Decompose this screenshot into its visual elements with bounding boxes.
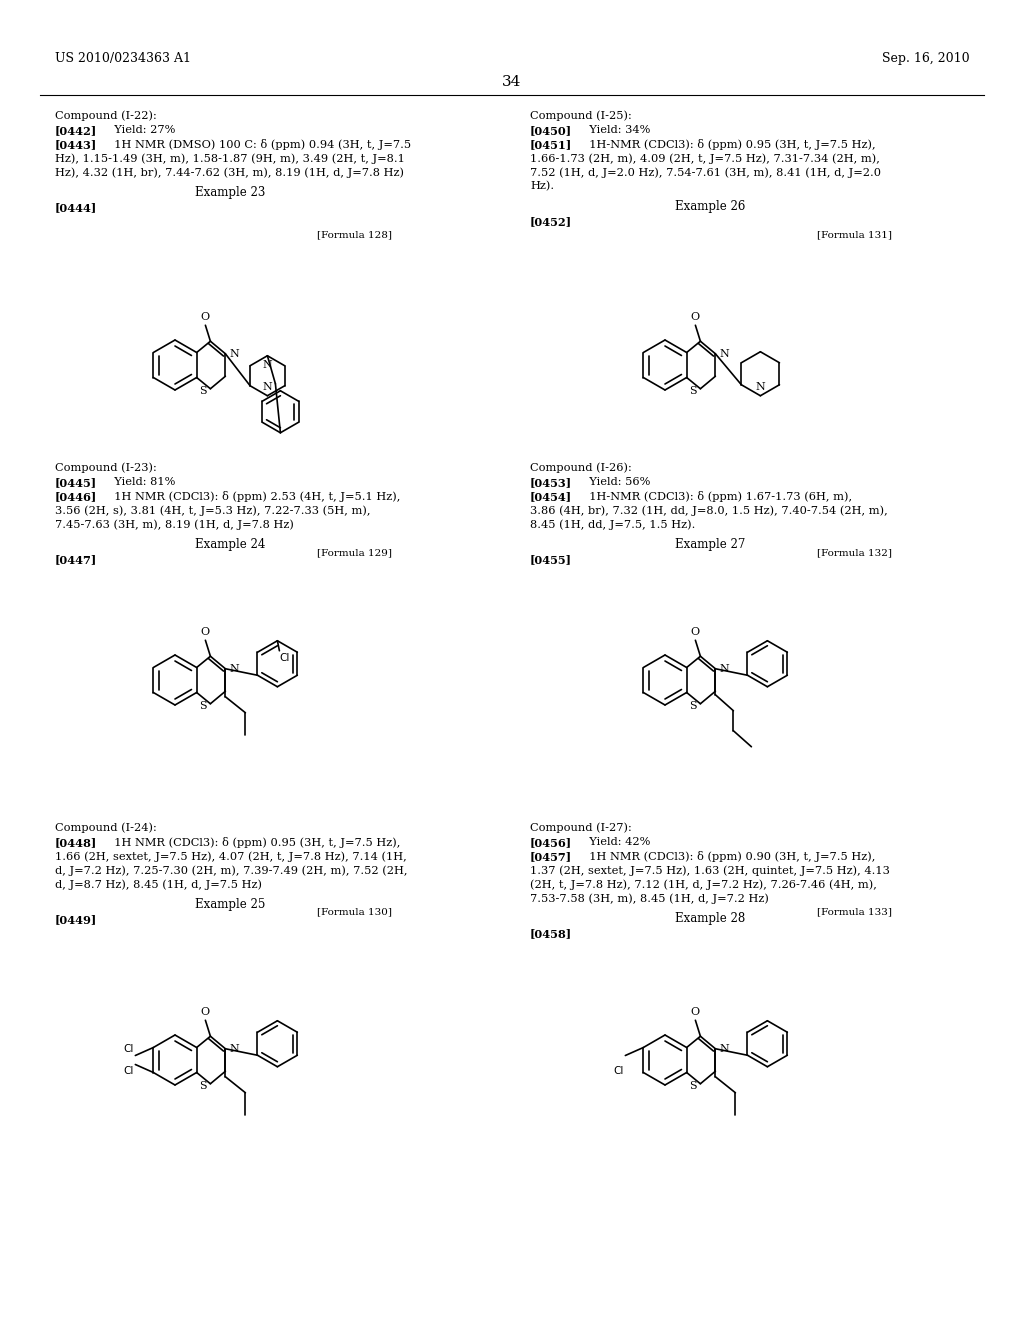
Text: N: N (229, 664, 240, 673)
Text: Sep. 16, 2010: Sep. 16, 2010 (883, 51, 970, 65)
Text: [Formula 132]: [Formula 132] (817, 548, 892, 557)
Text: [0443]: [0443] (55, 139, 97, 150)
Text: [Formula 131]: [Formula 131] (817, 230, 892, 239)
Text: [0451]: [0451] (530, 139, 572, 150)
Text: O: O (691, 627, 700, 638)
Text: Compound (I-24):: Compound (I-24): (55, 822, 157, 833)
Text: N: N (720, 664, 729, 673)
Text: [Formula 128]: [Formula 128] (317, 230, 392, 239)
Text: Example 27: Example 27 (675, 539, 745, 550)
Text: O: O (201, 1007, 210, 1018)
Text: O: O (201, 627, 210, 638)
Text: 1.66-1.73 (2H, m), 4.09 (2H, t, J=7.5 Hz), 7.31-7.34 (2H, m),: 1.66-1.73 (2H, m), 4.09 (2H, t, J=7.5 Hz… (530, 153, 880, 164)
Text: N: N (229, 348, 240, 359)
Text: 8.45 (1H, dd, J=7.5, 1.5 Hz).: 8.45 (1H, dd, J=7.5, 1.5 Hz). (530, 519, 695, 529)
Text: 1H NMR (CDCl3): δ (ppm) 2.53 (4H, t, J=5.1 Hz),: 1H NMR (CDCl3): δ (ppm) 2.53 (4H, t, J=5… (106, 491, 400, 502)
Text: S: S (199, 385, 207, 396)
Text: N: N (720, 348, 729, 359)
Text: S: S (199, 701, 207, 710)
Text: Compound (I-22):: Compound (I-22): (55, 110, 157, 120)
Text: 1.37 (2H, sextet, J=7.5 Hz), 1.63 (2H, quintet, J=7.5 Hz), 4.13: 1.37 (2H, sextet, J=7.5 Hz), 1.63 (2H, q… (530, 865, 890, 875)
Text: Example 24: Example 24 (195, 539, 265, 550)
Text: Compound (I-26):: Compound (I-26): (530, 462, 632, 473)
Text: Hz), 1.15-1.49 (3H, m), 1.58-1.87 (9H, m), 3.49 (2H, t, J=8.1: Hz), 1.15-1.49 (3H, m), 1.58-1.87 (9H, m… (55, 153, 404, 164)
Text: N: N (262, 381, 272, 392)
Text: Cl: Cl (123, 1065, 133, 1076)
Text: Hz), 4.32 (1H, br), 7.44-7.62 (3H, m), 8.19 (1H, d, J=7.8 Hz): Hz), 4.32 (1H, br), 7.44-7.62 (3H, m), 8… (55, 168, 404, 178)
Text: Compound (I-23):: Compound (I-23): (55, 462, 157, 473)
Text: N: N (720, 1044, 729, 1053)
Text: (2H, t, J=7.8 Hz), 7.12 (1H, d, J=7.2 Hz), 7.26-7.46 (4H, m),: (2H, t, J=7.8 Hz), 7.12 (1H, d, J=7.2 Hz… (530, 879, 877, 890)
Text: 7.52 (1H, d, J=2.0 Hz), 7.54-7.61 (3H, m), 8.41 (1H, d, J=2.0: 7.52 (1H, d, J=2.0 Hz), 7.54-7.61 (3H, m… (530, 168, 881, 178)
Text: Example 26: Example 26 (675, 201, 745, 213)
Text: [0457]: [0457] (530, 851, 572, 862)
Text: Yield: 34%: Yield: 34% (582, 125, 650, 135)
Text: S: S (689, 1081, 696, 1090)
Text: [0448]: [0448] (55, 837, 97, 847)
Text: Yield: 27%: Yield: 27% (106, 125, 175, 135)
Text: [0449]: [0449] (55, 913, 97, 925)
Text: Yield: 56%: Yield: 56% (582, 477, 650, 487)
Text: N: N (229, 1044, 240, 1053)
Text: O: O (691, 313, 700, 322)
Text: Yield: 42%: Yield: 42% (582, 837, 650, 847)
Text: [0455]: [0455] (530, 554, 572, 565)
Text: [0458]: [0458] (530, 928, 572, 939)
Text: N: N (262, 360, 272, 370)
Text: [Formula 133]: [Formula 133] (817, 907, 892, 916)
Text: [0452]: [0452] (530, 216, 572, 227)
Text: S: S (689, 701, 696, 710)
Text: Example 28: Example 28 (675, 912, 745, 925)
Text: Cl: Cl (123, 1044, 133, 1055)
Text: Cl: Cl (613, 1065, 624, 1076)
Text: [0453]: [0453] (530, 477, 572, 488)
Text: Hz).: Hz). (530, 181, 554, 191)
Text: US 2010/0234363 A1: US 2010/0234363 A1 (55, 51, 191, 65)
Text: [Formula 129]: [Formula 129] (317, 548, 392, 557)
Text: 7.45-7.63 (3H, m), 8.19 (1H, d, J=7.8 Hz): 7.45-7.63 (3H, m), 8.19 (1H, d, J=7.8 Hz… (55, 519, 294, 529)
Text: Yield: 81%: Yield: 81% (106, 477, 175, 487)
Text: [0447]: [0447] (55, 554, 97, 565)
Text: 1H NMR (DMSO) 100 C: δ (ppm) 0.94 (3H, t, J=7.5: 1H NMR (DMSO) 100 C: δ (ppm) 0.94 (3H, t… (106, 139, 411, 150)
Text: 1H-NMR (CDCl3): δ (ppm) 0.95 (3H, t, J=7.5 Hz),: 1H-NMR (CDCl3): δ (ppm) 0.95 (3H, t, J=7… (582, 139, 876, 150)
Text: 1H NMR (CDCl3): δ (ppm) 0.90 (3H, t, J=7.5 Hz),: 1H NMR (CDCl3): δ (ppm) 0.90 (3H, t, J=7… (582, 851, 876, 862)
Text: Example 23: Example 23 (195, 186, 265, 199)
Text: S: S (199, 1081, 207, 1090)
Text: 1H NMR (CDCl3): δ (ppm) 0.95 (3H, t, J=7.5 Hz),: 1H NMR (CDCl3): δ (ppm) 0.95 (3H, t, J=7… (106, 837, 400, 847)
Text: S: S (689, 385, 696, 396)
Text: Compound (I-27):: Compound (I-27): (530, 822, 632, 833)
Text: d, J=7.2 Hz), 7.25-7.30 (2H, m), 7.39-7.49 (2H, m), 7.52 (2H,: d, J=7.2 Hz), 7.25-7.30 (2H, m), 7.39-7.… (55, 865, 408, 875)
Text: [0445]: [0445] (55, 477, 97, 488)
Text: O: O (201, 313, 210, 322)
Text: Compound (I-25):: Compound (I-25): (530, 110, 632, 120)
Text: O: O (691, 1007, 700, 1018)
Text: 1.66 (2H, sextet, J=7.5 Hz), 4.07 (2H, t, J=7.8 Hz), 7.14 (1H,: 1.66 (2H, sextet, J=7.5 Hz), 4.07 (2H, t… (55, 851, 407, 862)
Text: [0444]: [0444] (55, 202, 97, 213)
Text: [Formula 130]: [Formula 130] (317, 907, 392, 916)
Text: 7.53-7.58 (3H, m), 8.45 (1H, d, J=7.2 Hz): 7.53-7.58 (3H, m), 8.45 (1H, d, J=7.2 Hz… (530, 894, 769, 904)
Text: 34: 34 (503, 75, 521, 88)
Text: [0456]: [0456] (530, 837, 572, 847)
Text: 1H-NMR (CDCl3): δ (ppm) 1.67-1.73 (6H, m),: 1H-NMR (CDCl3): δ (ppm) 1.67-1.73 (6H, m… (582, 491, 852, 502)
Text: 3.86 (4H, br), 7.32 (1H, dd, J=8.0, 1.5 Hz), 7.40-7.54 (2H, m),: 3.86 (4H, br), 7.32 (1H, dd, J=8.0, 1.5 … (530, 506, 888, 516)
Text: d, J=8.7 Hz), 8.45 (1H, d, J=7.5 Hz): d, J=8.7 Hz), 8.45 (1H, d, J=7.5 Hz) (55, 879, 262, 890)
Text: 3.56 (2H, s), 3.81 (4H, t, J=5.3 Hz), 7.22-7.33 (5H, m),: 3.56 (2H, s), 3.81 (4H, t, J=5.3 Hz), 7.… (55, 506, 371, 516)
Text: [0454]: [0454] (530, 491, 572, 502)
Text: [0442]: [0442] (55, 125, 97, 136)
Text: N: N (756, 381, 765, 392)
Text: [0450]: [0450] (530, 125, 572, 136)
Text: Cl: Cl (280, 653, 290, 663)
Text: [0446]: [0446] (55, 491, 97, 502)
Text: Example 25: Example 25 (195, 898, 265, 911)
